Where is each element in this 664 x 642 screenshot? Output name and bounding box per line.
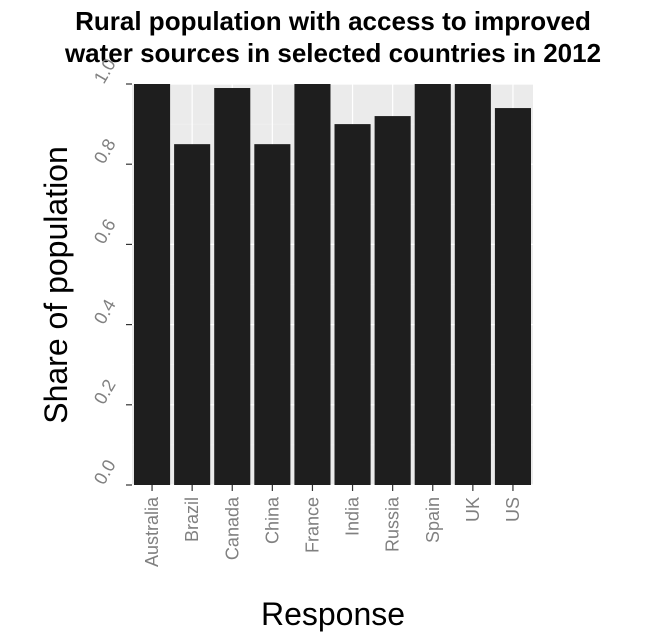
x-tick-label: Australia [142,496,162,567]
x-tick-label: Spain [423,497,443,543]
y-axis-title: Share of population [38,146,74,424]
x-axis-title: Response [261,596,405,632]
y-axis: 0.00.20.40.60.81.0 [90,55,132,488]
y-tick-label: 0.2 [90,376,120,408]
y-tick-label: 0.0 [90,456,120,488]
x-tick-label: Brazil [182,497,202,542]
x-tick-label: India [343,496,363,536]
x-tick-label: US [503,497,523,522]
y-tick-label: 0.4 [90,296,120,328]
y-tick-label: 0.8 [90,135,120,167]
chart-title-line-2: water sources in selected countries in 2… [64,38,601,68]
bar-brazil [174,144,210,485]
bar-india [335,124,371,485]
x-tick-label: France [302,497,322,553]
x-tick-label: China [262,496,282,544]
bar-spain [415,84,451,485]
y-tick-label: 0.6 [90,216,120,248]
bar-uk [455,84,491,485]
chart-title-line-1: Rural population with access to improved [75,6,591,36]
x-tick-label: Canada [222,496,242,560]
x-tick-label: UK [463,497,483,522]
x-tick-label: Russia [383,496,403,552]
bar-france [294,84,330,485]
bar-us [495,108,531,485]
bar-russia [375,116,411,485]
bar-china [254,144,290,485]
x-axis: Australia Brazil Canada China France India Rus… [142,485,523,567]
bar-canada [214,88,250,485]
bar-australia [134,84,170,485]
